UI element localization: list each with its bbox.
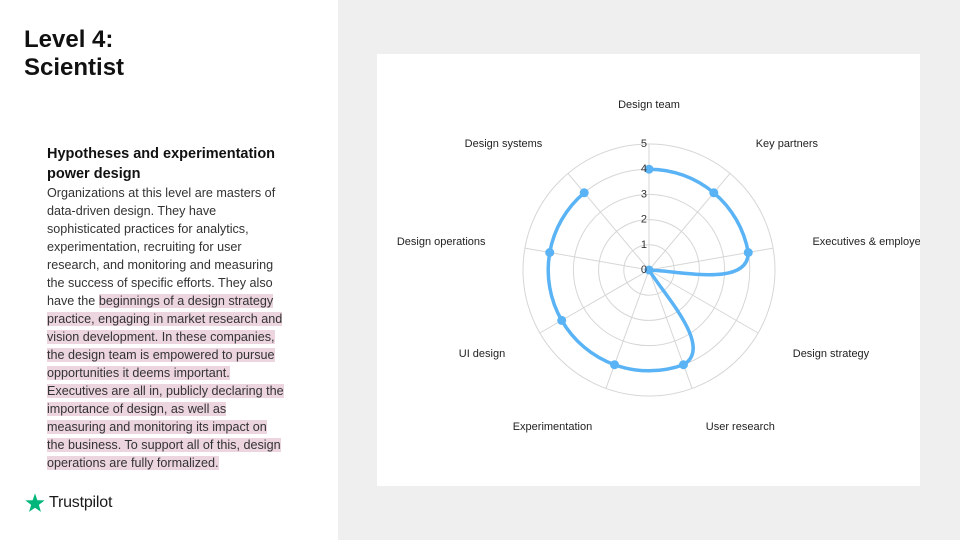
star-shape	[25, 493, 45, 512]
title-line-2: Scientist	[24, 54, 125, 81]
category-label: User research	[706, 421, 775, 433]
category-label: UI design	[459, 348, 505, 360]
category-label: Design operations	[397, 236, 486, 248]
category-label: Design strategy	[793, 348, 870, 360]
data-point	[709, 188, 719, 198]
data-point	[545, 247, 555, 257]
data-point	[579, 188, 589, 198]
grid-spoke	[648, 247, 774, 271]
data-point	[678, 360, 688, 370]
data-point	[610, 360, 620, 370]
description-highlight: beginnings of a design strategy practice…	[47, 294, 284, 470]
star-icon	[25, 493, 45, 512]
grid-spoke	[524, 247, 650, 271]
category-label: Design systems	[465, 138, 543, 150]
category-label: Key partners	[756, 138, 819, 150]
tick-label: 3	[641, 188, 647, 200]
description-block: Hypotheses and experimentation power des…	[47, 144, 287, 472]
brand-name: Trustpilot	[49, 494, 113, 511]
slide-title: Level 4: Scientist	[24, 26, 124, 82]
grid-spoke	[648, 269, 759, 334]
tick-label: 2	[641, 214, 647, 226]
category-label: Design team	[618, 99, 680, 111]
title-line-1: Level 4:	[24, 26, 114, 53]
radar-chart: 0 1 2 3 4 5 Design team Key partners Executives …	[397, 99, 920, 433]
section-subtitle: Hypotheses and experimentation power des…	[47, 146, 276, 182]
description-plain: Organizations at this level are masters …	[47, 186, 276, 308]
tick-label: 4	[641, 163, 647, 175]
grid-spoke	[539, 269, 650, 334]
data-point	[557, 315, 567, 325]
grid-spoke	[567, 173, 650, 271]
series-line	[546, 167, 751, 373]
brand-logo: Trustpilot	[24, 492, 112, 514]
text-panel: Level 4: Scientist Hypotheses and experi…	[0, 0, 338, 540]
data-point	[644, 164, 654, 174]
category-label: Executives & employees	[812, 236, 920, 248]
tick-label: 0	[641, 264, 647, 276]
data-point	[743, 247, 753, 257]
description-text: Organizations at this level are masters …	[47, 184, 287, 472]
tick-label: 1	[641, 239, 647, 251]
radar-chart-card: 0 1 2 3 4 5 Design team Key partners Executives …	[377, 54, 920, 486]
grid-spoke	[648, 173, 731, 271]
category-label: Experimentation	[513, 421, 593, 433]
tick-label: 5	[641, 138, 647, 150]
data-point	[644, 265, 654, 275]
